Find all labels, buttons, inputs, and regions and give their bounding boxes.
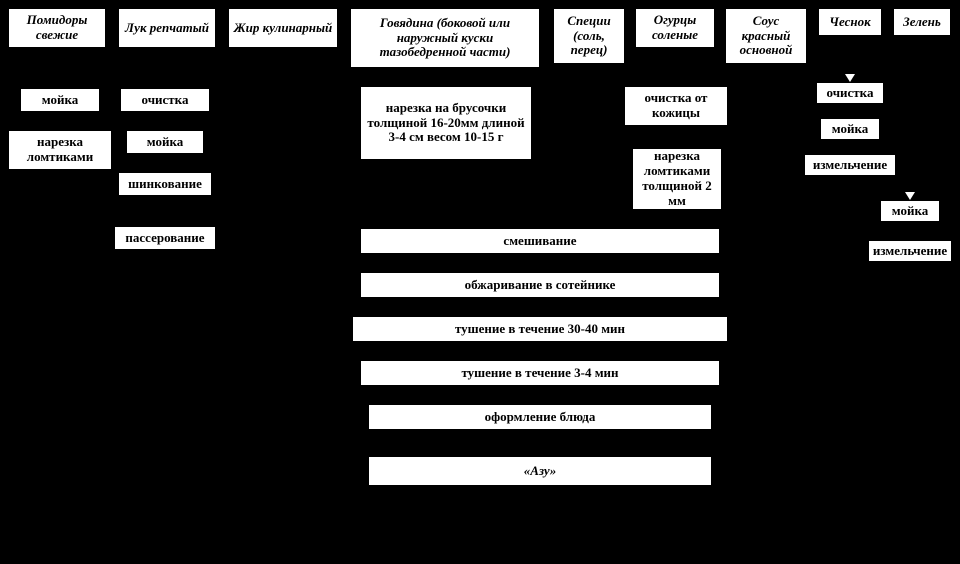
header-garlic: Чеснок bbox=[818, 8, 882, 36]
onion-step-0: очистка bbox=[120, 88, 210, 112]
main-step-4: оформление блюда bbox=[368, 404, 712, 430]
header-sauce: Соус красный основной bbox=[725, 8, 807, 64]
greens-step-0: мойка bbox=[880, 200, 940, 222]
main-step-0: смешивание bbox=[360, 228, 720, 254]
header-tomato: Помидоры свежие bbox=[8, 8, 106, 48]
main-step-3: тушение в течение 3-4 мин bbox=[360, 360, 720, 386]
garlic-step-2: измельчение bbox=[804, 154, 896, 176]
header-beef: Говядина (боковой или наружный куски таз… bbox=[350, 8, 540, 68]
header-spice: Специи (соль, перец) bbox=[553, 8, 625, 64]
header-fat: Жир кулинарный bbox=[228, 8, 338, 48]
header-onion: Лук репчатый bbox=[118, 8, 216, 48]
onion-step-2: шинкование bbox=[118, 172, 212, 196]
pickle-step-0: очистка от кожицы bbox=[624, 86, 728, 126]
beef-step: нарезка на брусочки толщиной 16-20мм дли… bbox=[360, 86, 532, 160]
arrow-greens bbox=[905, 192, 915, 200]
header-pickle: Огурцы соленые bbox=[635, 8, 715, 48]
garlic-step-1: мойка bbox=[820, 118, 880, 140]
tomato-step-1: нарезка ломтиками bbox=[8, 130, 112, 170]
onion-step-1: мойка bbox=[126, 130, 204, 154]
final-dish: «Азу» bbox=[368, 456, 712, 486]
main-step-2: тушение в течение 30-40 мин bbox=[352, 316, 728, 342]
arrow-garlic bbox=[845, 74, 855, 82]
garlic-step-0: очистка bbox=[816, 82, 884, 104]
main-step-1: обжаривание в сотейнике bbox=[360, 272, 720, 298]
onion-step-3: пассерование bbox=[114, 226, 216, 250]
pickle-step-1: нарезка ломтиками толщиной 2 мм bbox=[632, 148, 722, 210]
tomato-step-0: мойка bbox=[20, 88, 100, 112]
greens-step-1: измельчение bbox=[868, 240, 952, 262]
header-greens: Зелень bbox=[893, 8, 951, 36]
